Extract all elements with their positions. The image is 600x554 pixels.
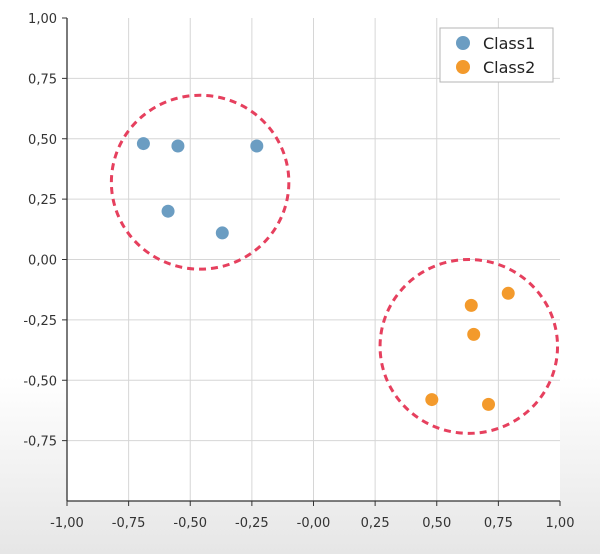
legend-box bbox=[439, 27, 554, 83]
y-tick-label: 0,00 bbox=[28, 254, 57, 269]
y-tick-label: 1,00 bbox=[28, 12, 57, 27]
x-tick-label: -1,00 bbox=[50, 516, 84, 531]
y-tick-label: 0,25 bbox=[28, 193, 57, 208]
y-tick-label: -0,25 bbox=[23, 314, 57, 329]
x-tick-label: 0,25 bbox=[361, 516, 390, 531]
x-tick-label: 1,00 bbox=[546, 516, 575, 531]
x-axis-ticks: -1,00 -0,75 -0,50 -0,25 -0,00 0,25 0,50 0,75 1,0… bbox=[50, 501, 574, 531]
y-tick-label: -0,50 bbox=[23, 374, 57, 389]
legend-marker-class1 bbox=[456, 36, 470, 50]
data-point-class2 bbox=[501, 286, 515, 300]
legend: Class1 Class2 bbox=[439, 27, 554, 83]
data-point-class1 bbox=[171, 139, 185, 153]
x-tick-label: 0,75 bbox=[484, 516, 513, 531]
data-point-class1 bbox=[161, 204, 175, 218]
y-tick-label: 0,75 bbox=[28, 72, 57, 87]
data-point-class2 bbox=[464, 298, 478, 312]
y-axis-ticks: 1,00 0,75 0,50 0,25 0,00 -0,25 -0,50 -0,75 bbox=[23, 12, 67, 450]
data-point-class2 bbox=[482, 397, 496, 411]
cluster-circle bbox=[378, 258, 560, 435]
y-tick-label: 0,50 bbox=[28, 133, 57, 148]
cluster-circle bbox=[109, 93, 291, 271]
data-point-class2 bbox=[467, 327, 481, 341]
data-points bbox=[136, 137, 515, 411]
x-tick-label: -0,00 bbox=[297, 516, 331, 531]
x-tick-label: -0,25 bbox=[235, 516, 269, 531]
legend-label-class1: Class1 bbox=[483, 34, 535, 53]
x-tick-label: -0,75 bbox=[112, 516, 146, 531]
data-point-class1 bbox=[250, 139, 264, 153]
legend-marker-class2 bbox=[456, 60, 470, 74]
y-tick-label: -0,75 bbox=[23, 435, 57, 450]
data-point-class1 bbox=[136, 137, 150, 151]
x-tick-label: -0,50 bbox=[173, 516, 207, 531]
grid bbox=[67, 18, 560, 501]
x-tick-label: 0,50 bbox=[422, 516, 451, 531]
cluster-annotations bbox=[109, 93, 560, 435]
data-point-class2 bbox=[425, 393, 439, 407]
legend-label-class2: Class2 bbox=[483, 58, 535, 77]
data-point-class1 bbox=[215, 226, 229, 240]
